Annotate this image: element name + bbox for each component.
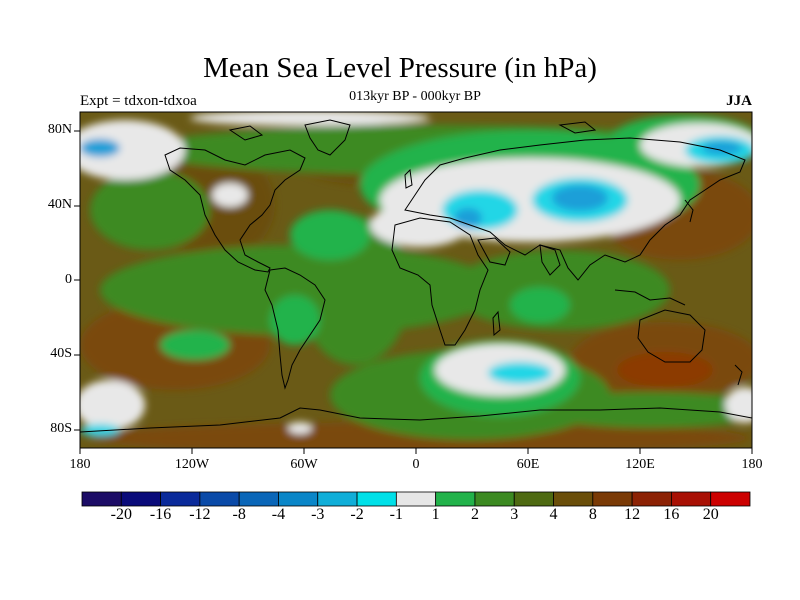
colorbar-label: 12 [624, 506, 641, 523]
green-indian [450, 250, 670, 330]
colorbar-label: -2 [350, 506, 364, 523]
blue-arctic-east [702, 141, 742, 155]
lat-label-40n: 40N [47, 197, 72, 212]
green-south-east [530, 392, 752, 428]
colorbar-label: -20 [110, 506, 132, 523]
colorbar-label: -1 [389, 506, 404, 523]
colorbar-swatch [120, 491, 161, 507]
colorbar-label: -3 [311, 506, 325, 523]
lon-label-0: 0 [412, 457, 420, 472]
colorbar-label: 4 [549, 506, 558, 523]
colorbar-swatch [671, 491, 712, 507]
colorbar-swatch [160, 491, 201, 507]
white-arctic-west [80, 120, 185, 180]
colorbar-swatch [710, 491, 751, 507]
lon-label-60w: 60W [290, 457, 318, 472]
cyan-arctic-west [80, 139, 120, 157]
white-arctic-band [190, 112, 430, 126]
season-label: JJA [726, 93, 752, 109]
axis-ticks [74, 130, 753, 454]
colorbar-swatch [435, 491, 476, 507]
experiment-label: Expt = tdxon-tdxoa [80, 93, 197, 109]
cyan-south-atlantic [488, 362, 552, 384]
lon-label-120w: 120W [174, 457, 210, 472]
lightgreen-atlantic [290, 210, 370, 260]
lon-label-180w: 180 [69, 457, 91, 472]
lightgreen-south-america [270, 295, 320, 345]
colorbar-swatch [317, 491, 358, 507]
colorbar-swatch [238, 491, 279, 507]
colorbar-label: 16 [663, 506, 680, 523]
colorbar-swatch [553, 491, 594, 507]
lat-label-80s: 80S [50, 421, 72, 436]
colorbar-swatch [631, 491, 672, 507]
cyan-south-pacific [80, 424, 120, 436]
lon-label-120e: 120E [625, 457, 655, 472]
colorbar-swatch [592, 491, 633, 507]
colorbar-label: 20 [702, 506, 719, 523]
colorbar-swatch [199, 491, 240, 507]
figure-title: Mean Sea Level Pressure (in hPa) [203, 52, 597, 84]
colorbar-label: 3 [510, 506, 519, 523]
colorbar-swatch [395, 491, 437, 507]
colorbar-swatch [474, 491, 515, 507]
lightgreen-africa [510, 287, 570, 323]
colorbar-swatch [356, 491, 397, 507]
lat-label-80n: 80N [47, 122, 72, 137]
colorbar-swatch [513, 491, 554, 507]
lon-label-60e: 60E [516, 457, 540, 472]
colorbar-label: -16 [149, 506, 172, 523]
lat-label-0: 0 [65, 272, 72, 287]
white-south-pacific [80, 380, 145, 430]
colorbar-swatch [278, 491, 319, 507]
green-pacific-nw [90, 170, 210, 250]
colorbar-swatch [81, 491, 122, 507]
colorbar-label: -4 [271, 506, 286, 523]
colorbar-label: 2 [470, 506, 479, 523]
colorbar-label: 1 [431, 506, 440, 523]
colorbar-label: -12 [189, 506, 211, 523]
colorbar-label: -8 [232, 506, 246, 523]
darkbrown-indian [617, 352, 713, 388]
lightgreen-pacific-south [160, 330, 230, 360]
blue-asia [552, 185, 608, 211]
figure-subtitle: 013kyr BP - 000kyr BP [349, 89, 481, 104]
blue-caspian [454, 208, 482, 228]
lon-label-180e: 180 [741, 457, 763, 472]
lat-label-40s: 40S [50, 346, 72, 361]
colorbar-label: 8 [588, 506, 597, 523]
coastlines [80, 119, 752, 433]
white-canada [212, 183, 248, 207]
white-antarctic-small [288, 422, 312, 434]
